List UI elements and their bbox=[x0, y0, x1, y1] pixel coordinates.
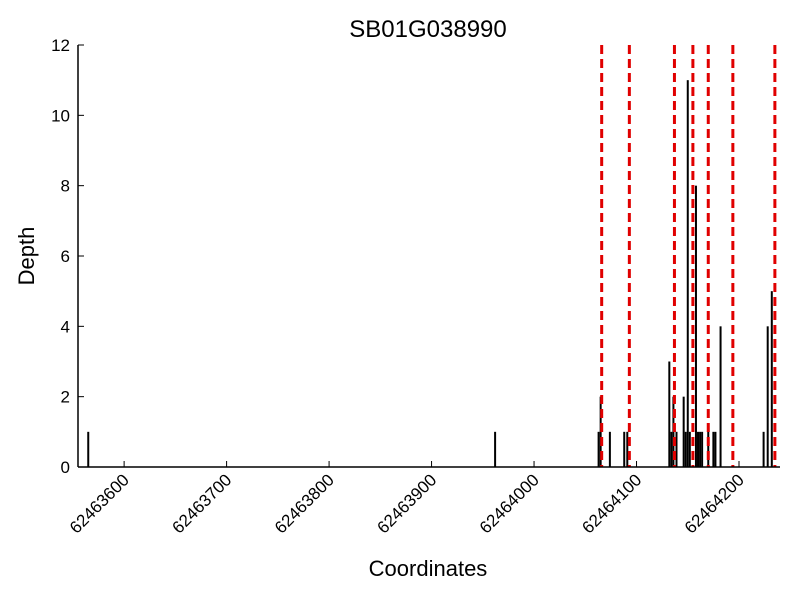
bar-4 bbox=[608, 431, 611, 467]
bar-14 bbox=[688, 431, 691, 467]
bar-13 bbox=[686, 80, 689, 468]
bar-7 bbox=[668, 361, 671, 467]
bar-18 bbox=[701, 431, 704, 467]
bar-8 bbox=[670, 431, 673, 467]
bar-6 bbox=[626, 431, 629, 467]
x-tick-label-6: 62464200 bbox=[681, 470, 748, 537]
marker-lines bbox=[600, 45, 777, 467]
x-tick-label-0: 62463600 bbox=[66, 470, 133, 537]
bar-19 bbox=[707, 431, 710, 467]
y-tick-label-4: 8 bbox=[61, 177, 70, 196]
bar-17 bbox=[699, 431, 702, 467]
y-tick-label-0: 0 bbox=[61, 458, 70, 477]
y-axis-ticks: 0 2 4 6 8 10 12 bbox=[51, 36, 84, 477]
bar-11 bbox=[682, 396, 685, 467]
bar-5 bbox=[623, 431, 626, 467]
bar-series bbox=[87, 80, 773, 468]
y-tick-label-2: 4 bbox=[61, 317, 70, 336]
bar-24 bbox=[766, 326, 769, 467]
y-tick-label-5: 10 bbox=[51, 106, 70, 125]
bar-25 bbox=[770, 291, 773, 467]
x-axis-label: Coordinates bbox=[369, 556, 488, 581]
y-axis-label: Depth bbox=[14, 227, 39, 286]
bar-23 bbox=[762, 431, 765, 467]
x-axis-ticks: 62463600 62463700 62463800 62463900 62464000… bbox=[66, 461, 748, 537]
x-tick-label-3: 62463900 bbox=[373, 470, 440, 537]
y-tick-label-1: 2 bbox=[61, 388, 70, 407]
bar-12 bbox=[684, 431, 687, 467]
bar-10 bbox=[675, 431, 678, 467]
chart-title: SB01G038990 bbox=[349, 16, 506, 43]
x-tick-label-4: 62464000 bbox=[476, 470, 543, 537]
bar-16 bbox=[697, 431, 700, 467]
x-tick-label-2: 62463800 bbox=[271, 470, 338, 537]
y-tick-label-6: 12 bbox=[51, 36, 70, 55]
y-tick-label-3: 6 bbox=[61, 247, 70, 266]
bar-0 bbox=[87, 431, 90, 467]
bar-15 bbox=[694, 185, 697, 467]
x-tick-label-1: 62463700 bbox=[169, 470, 236, 537]
bar-20 bbox=[712, 431, 715, 467]
bar-2 bbox=[597, 431, 600, 467]
x-tick-label-5: 62464100 bbox=[578, 470, 645, 537]
bar-22 bbox=[719, 326, 722, 467]
bar-21 bbox=[714, 431, 717, 467]
bar-1 bbox=[494, 431, 497, 467]
